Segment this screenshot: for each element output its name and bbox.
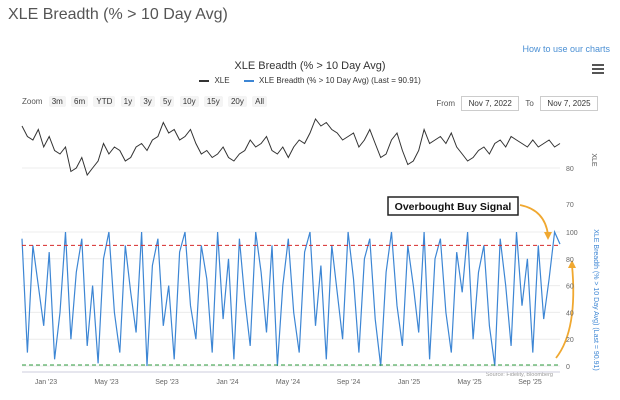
annotation-arrow-upper	[519, 204, 549, 236]
x-tick-label-1: May '23	[94, 379, 118, 386]
zoom-button-20y[interactable]: 20y	[227, 96, 247, 107]
zoom-button-5y[interactable]: 5y	[160, 96, 175, 107]
zoom-button-6m[interactable]: 6m	[71, 96, 89, 107]
legend-swatch-xle	[199, 79, 210, 82]
hamburger-menu-icon[interactable]	[592, 64, 604, 75]
x-tick-label-7: May '25	[457, 379, 481, 386]
xle-axis-label: XLE	[590, 153, 597, 167]
breadth-series-line	[21, 229, 561, 367]
annotation-box	[387, 196, 519, 216]
zoom-button-3m[interactable]: 3m	[48, 96, 66, 107]
legend-swatch-breadth	[243, 79, 254, 82]
zoom-label: Zoom	[22, 97, 43, 106]
lower-tick-label-5: 100	[566, 230, 578, 237]
zoom-button-3y[interactable]: 3y	[140, 96, 155, 107]
zoom-button-all[interactable]: All	[252, 96, 268, 107]
lower-tick-label-3: 60	[566, 284, 574, 291]
overbought-annotation: Overbought Buy Signal	[387, 196, 576, 359]
range-to-input[interactable]: Nov 7, 2025	[540, 96, 598, 111]
lower-tick-label-1: 20	[566, 337, 574, 344]
chart-legend: XLE XLE Breadth (% > 10 Day Avg) (Last =…	[0, 76, 620, 85]
date-range-selector: From Nov 7, 2022 To Nov 7, 2025	[436, 96, 602, 111]
range-from-label: From	[436, 99, 455, 108]
x-tick-label-5: Sep '24	[337, 379, 361, 386]
legend-item-xle[interactable]: XLE	[199, 76, 230, 85]
page-title: XLE Breadth (% > 10 Day Avg)	[8, 6, 228, 23]
legend-label-breadth: XLE Breadth (% > 10 Day Avg) (Last = 90.…	[259, 76, 421, 85]
zoom-button-10y[interactable]: 10y	[179, 96, 199, 107]
zoom-selector: Zoom 3m 6m YTD 1y 3y 5y 10y 15y 20y All	[22, 96, 270, 107]
legend-label-xle: XLE	[214, 76, 230, 85]
range-from-input[interactable]: Nov 7, 2022	[461, 96, 520, 111]
source-note: Source: Fidelity, Bloomberg	[486, 372, 553, 378]
zoom-button-1y[interactable]: 1y	[120, 96, 136, 107]
lower-tick-label-2: 40	[566, 310, 574, 317]
x-tick-label-8: Sep '25	[518, 379, 542, 386]
x-tick-label-2: Sep '23	[155, 379, 179, 386]
annotation-arrow-lower	[555, 264, 575, 359]
range-to-label: To	[525, 99, 534, 108]
zoom-button-15y[interactable]: 15y	[203, 96, 223, 107]
annotation-arrowhead-upper	[544, 232, 552, 240]
xle-series-line	[21, 117, 561, 177]
x-tick-label-3: Jan '24	[216, 379, 238, 386]
lower-tick-label-4: 80	[566, 257, 574, 264]
x-tick-label-6: Jan '25	[398, 379, 420, 386]
x-tick-label-0: Jan '23	[35, 379, 57, 386]
annotation-arrowhead-lower	[568, 260, 576, 268]
chart-title: XLE Breadth (% > 10 Day Avg)	[234, 60, 386, 72]
breadth-axis-label: XLE Breadth (% > 10 Day Avg) (Last = 90.…	[592, 229, 599, 371]
legend-item-breadth[interactable]: XLE Breadth (% > 10 Day Avg) (Last = 90.…	[243, 76, 421, 85]
lower-tick-label-0: 0	[566, 364, 570, 371]
x-tick-label-4: May '24	[276, 379, 300, 386]
upper-tick-label-0: 80	[566, 166, 574, 173]
axis-tick-label-70: 70	[566, 202, 574, 209]
zoom-button-ytd[interactable]: YTD	[93, 96, 116, 107]
help-link[interactable]: How to use our charts	[522, 44, 610, 54]
annotation-text: Overbought Buy Signal	[395, 201, 512, 213]
